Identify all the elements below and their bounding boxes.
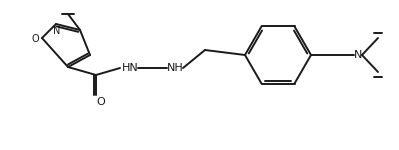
Text: O: O [97, 97, 105, 107]
Text: O: O [31, 34, 39, 44]
Text: N: N [53, 26, 61, 36]
Text: N: N [354, 50, 362, 60]
Text: NH: NH [167, 63, 184, 73]
Text: HN: HN [122, 63, 138, 73]
